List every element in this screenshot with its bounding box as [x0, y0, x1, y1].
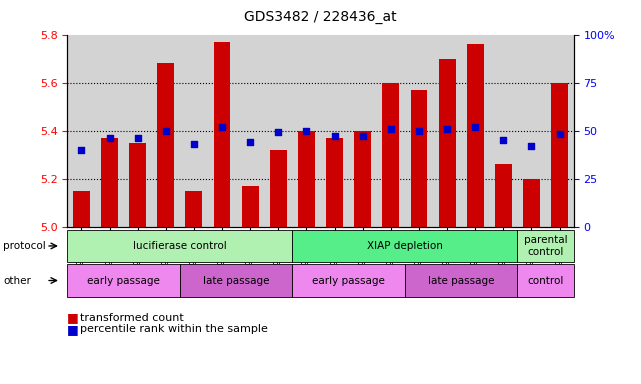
- Point: [188, 141, 199, 147]
- Point: [498, 137, 508, 143]
- Point: [470, 124, 480, 130]
- Point: [358, 133, 368, 139]
- Bar: [523, 179, 540, 227]
- Text: GDS3482 / 228436_at: GDS3482 / 228436_at: [244, 10, 397, 23]
- Point: [104, 135, 115, 141]
- Text: XIAP depletion: XIAP depletion: [367, 241, 443, 251]
- Bar: [73, 190, 90, 227]
- Text: protocol: protocol: [3, 241, 46, 251]
- Bar: [551, 83, 568, 227]
- Bar: [326, 138, 343, 227]
- Text: late passage: late passage: [428, 275, 494, 286]
- Text: early passage: early passage: [312, 275, 385, 286]
- Bar: [298, 131, 315, 227]
- Point: [76, 147, 87, 153]
- Bar: [185, 190, 203, 227]
- Point: [217, 124, 227, 130]
- Bar: [410, 90, 428, 227]
- Bar: [467, 44, 484, 227]
- Text: other: other: [3, 275, 31, 286]
- Point: [133, 135, 143, 141]
- Text: percentile rank within the sample: percentile rank within the sample: [80, 324, 268, 334]
- Text: control: control: [528, 275, 563, 286]
- Text: lucifierase control: lucifierase control: [133, 241, 227, 251]
- Point: [329, 133, 340, 139]
- Text: ■: ■: [67, 323, 79, 336]
- Point: [526, 143, 537, 149]
- Bar: [383, 83, 399, 227]
- Text: parental
control: parental control: [524, 235, 567, 257]
- Bar: [242, 186, 258, 227]
- Point: [554, 131, 565, 137]
- Text: late passage: late passage: [203, 275, 269, 286]
- Point: [161, 127, 171, 134]
- Bar: [354, 131, 371, 227]
- Point: [386, 126, 396, 132]
- Text: ■: ■: [67, 311, 79, 324]
- Point: [442, 126, 453, 132]
- Text: early passage: early passage: [87, 275, 160, 286]
- Bar: [129, 142, 146, 227]
- Bar: [101, 138, 118, 227]
- Bar: [495, 164, 512, 227]
- Point: [414, 127, 424, 134]
- Bar: [157, 63, 174, 227]
- Point: [273, 129, 283, 136]
- Bar: [270, 150, 287, 227]
- Point: [245, 139, 255, 145]
- Text: transformed count: transformed count: [80, 313, 184, 323]
- Bar: [213, 42, 231, 227]
- Bar: [438, 58, 456, 227]
- Point: [301, 127, 312, 134]
